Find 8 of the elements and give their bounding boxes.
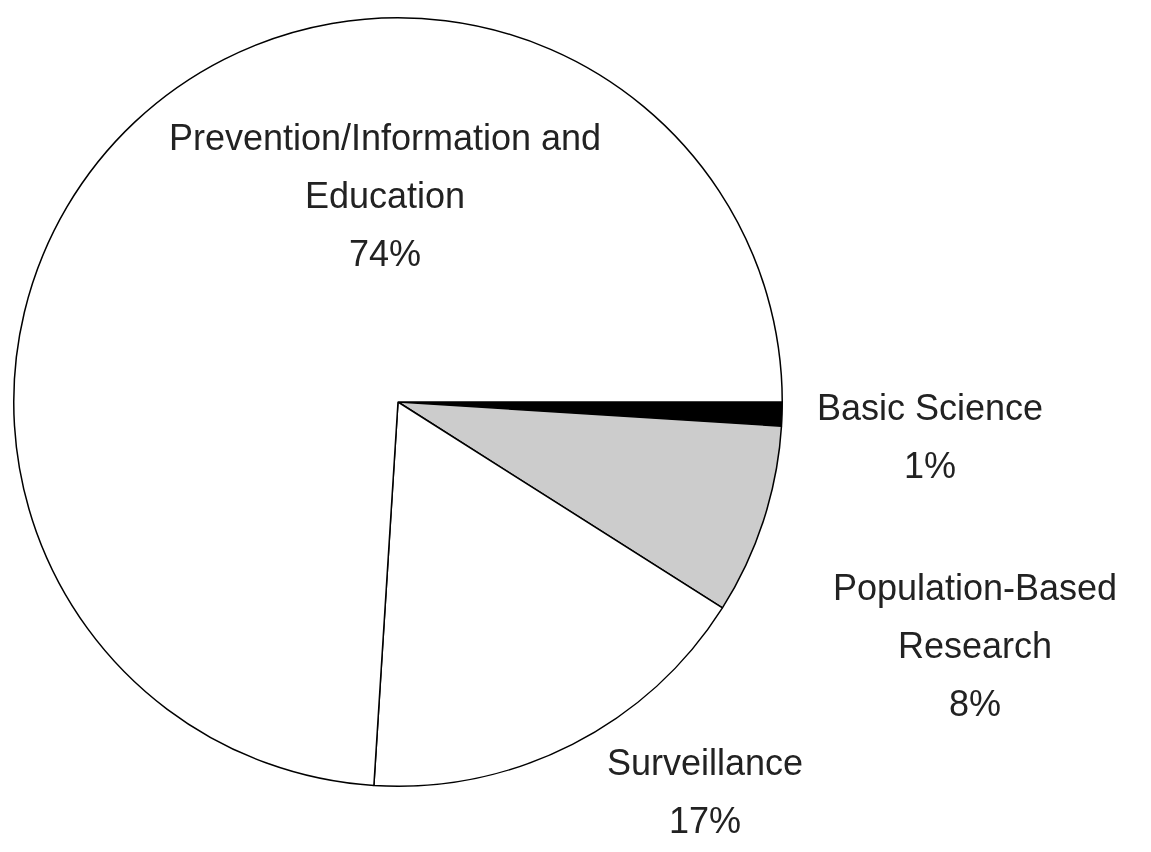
data-label: 74% xyxy=(348,232,422,274)
data-label: 8% xyxy=(948,682,1002,724)
data-label: 17% xyxy=(668,799,742,841)
slice-label: Surveillance xyxy=(606,741,804,783)
slice-label: Population-Based Research xyxy=(832,566,1118,666)
slice-label: Prevention/Information and Education xyxy=(168,116,602,216)
slice-label: Basic Science xyxy=(816,386,1044,428)
data-label: 1% xyxy=(903,444,957,486)
